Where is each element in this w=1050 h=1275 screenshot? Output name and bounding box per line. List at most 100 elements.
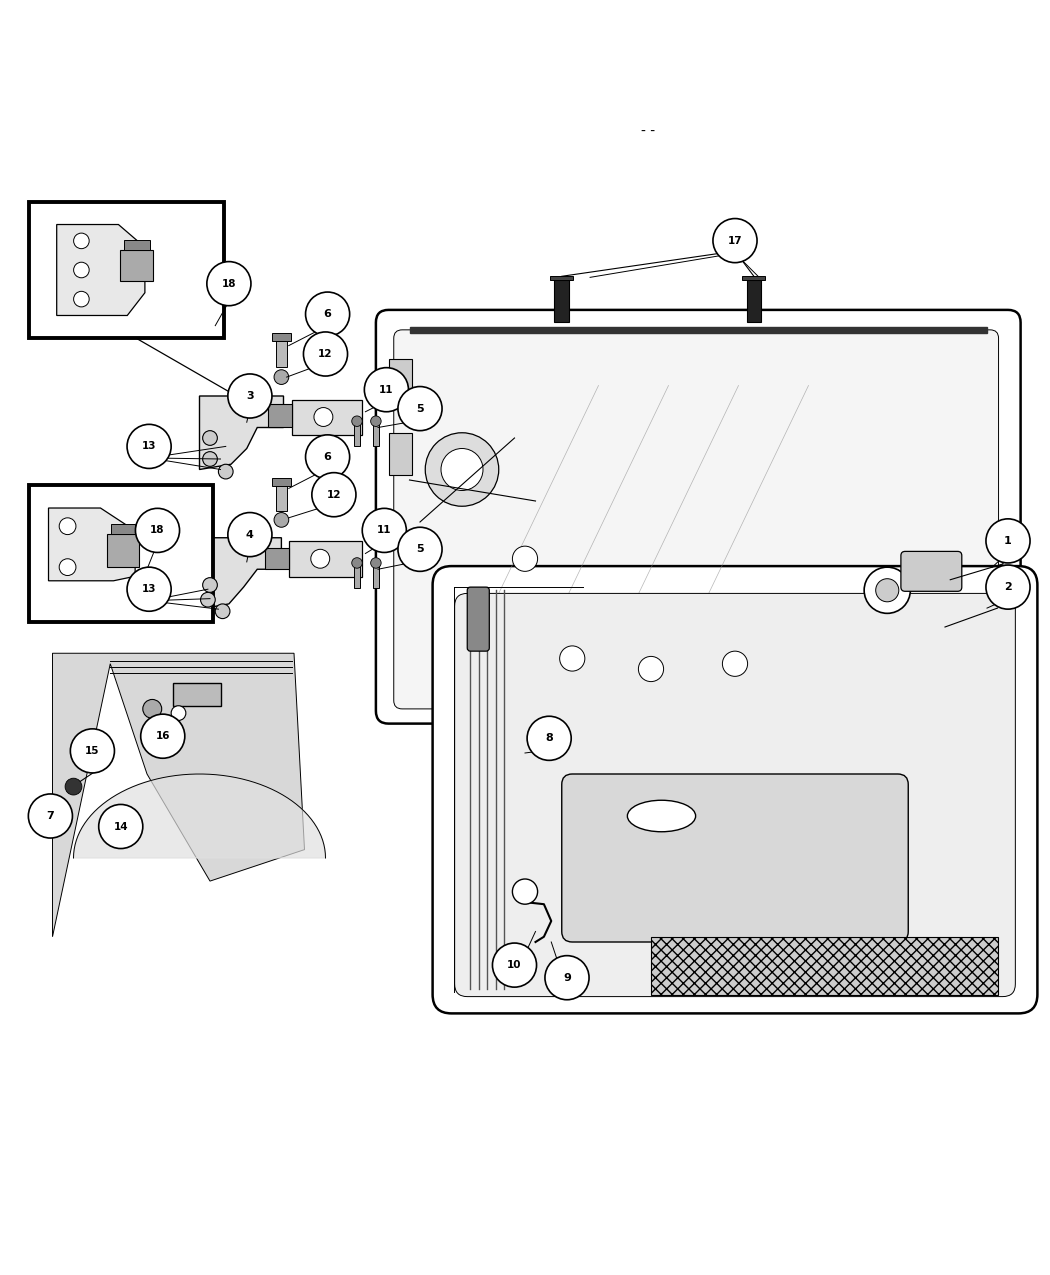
Bar xyxy=(388,432,412,474)
Circle shape xyxy=(722,652,748,676)
Circle shape xyxy=(65,778,82,796)
Circle shape xyxy=(876,579,899,602)
Text: 2: 2 xyxy=(1004,583,1012,592)
Circle shape xyxy=(352,557,362,569)
Text: - -: - - xyxy=(640,125,655,139)
Text: 18: 18 xyxy=(150,525,165,536)
Circle shape xyxy=(512,546,538,571)
Circle shape xyxy=(59,518,76,534)
Circle shape xyxy=(492,944,537,987)
FancyBboxPatch shape xyxy=(376,310,1021,724)
Circle shape xyxy=(143,700,162,718)
Text: 11: 11 xyxy=(379,385,394,395)
Circle shape xyxy=(303,332,348,376)
Polygon shape xyxy=(289,541,362,576)
Text: 7: 7 xyxy=(46,811,55,821)
Text: 12: 12 xyxy=(327,490,341,500)
Circle shape xyxy=(986,519,1030,564)
Circle shape xyxy=(398,386,442,431)
Circle shape xyxy=(441,449,483,491)
Text: 4: 4 xyxy=(246,529,254,539)
Polygon shape xyxy=(272,478,291,486)
Polygon shape xyxy=(742,277,765,280)
FancyBboxPatch shape xyxy=(467,586,489,652)
Bar xyxy=(173,682,220,706)
Polygon shape xyxy=(110,524,135,534)
Polygon shape xyxy=(276,486,287,511)
Circle shape xyxy=(986,565,1030,609)
Text: 3: 3 xyxy=(246,391,254,402)
Polygon shape xyxy=(410,326,987,333)
Circle shape xyxy=(864,567,910,613)
Polygon shape xyxy=(48,507,135,581)
Polygon shape xyxy=(747,280,761,323)
Circle shape xyxy=(362,509,406,552)
Bar xyxy=(388,360,412,402)
Circle shape xyxy=(218,464,233,479)
Polygon shape xyxy=(354,423,360,446)
Circle shape xyxy=(203,578,217,593)
Polygon shape xyxy=(354,565,360,588)
Circle shape xyxy=(306,435,350,479)
Circle shape xyxy=(127,425,171,468)
Text: 13: 13 xyxy=(142,584,156,594)
Circle shape xyxy=(311,550,330,569)
Circle shape xyxy=(638,657,664,682)
Circle shape xyxy=(371,557,381,569)
Circle shape xyxy=(59,558,76,575)
Circle shape xyxy=(171,706,186,720)
Ellipse shape xyxy=(628,801,695,831)
Circle shape xyxy=(99,805,143,849)
Text: 18: 18 xyxy=(222,279,236,288)
Polygon shape xyxy=(373,565,379,588)
Text: 13: 13 xyxy=(142,441,156,451)
Polygon shape xyxy=(554,280,569,323)
Circle shape xyxy=(274,370,289,385)
Circle shape xyxy=(274,513,289,528)
Circle shape xyxy=(512,878,538,904)
Text: 12: 12 xyxy=(318,349,333,360)
Polygon shape xyxy=(120,250,153,280)
Circle shape xyxy=(74,263,89,278)
Circle shape xyxy=(70,729,114,773)
Circle shape xyxy=(74,291,89,307)
Circle shape xyxy=(135,509,180,552)
Polygon shape xyxy=(276,342,287,367)
Circle shape xyxy=(364,367,408,412)
Text: 17: 17 xyxy=(728,236,742,246)
Circle shape xyxy=(228,374,272,418)
Polygon shape xyxy=(272,333,291,342)
Circle shape xyxy=(314,408,333,426)
Circle shape xyxy=(203,451,217,467)
Polygon shape xyxy=(124,240,150,250)
FancyBboxPatch shape xyxy=(562,774,908,942)
Circle shape xyxy=(201,593,215,607)
Polygon shape xyxy=(200,397,284,469)
FancyBboxPatch shape xyxy=(901,551,962,592)
Circle shape xyxy=(425,432,499,506)
Polygon shape xyxy=(292,400,362,435)
Polygon shape xyxy=(373,423,379,446)
FancyBboxPatch shape xyxy=(455,593,1015,997)
Text: 16: 16 xyxy=(155,731,170,741)
FancyBboxPatch shape xyxy=(433,566,1037,1014)
Circle shape xyxy=(207,261,251,306)
Polygon shape xyxy=(74,774,326,858)
Circle shape xyxy=(560,646,585,671)
Circle shape xyxy=(228,513,272,557)
Text: 10: 10 xyxy=(507,960,522,970)
Polygon shape xyxy=(200,538,281,609)
Text: 8: 8 xyxy=(545,733,553,743)
Circle shape xyxy=(127,567,171,611)
Circle shape xyxy=(141,714,185,759)
Text: 9: 9 xyxy=(563,973,571,983)
Circle shape xyxy=(527,717,571,760)
Polygon shape xyxy=(52,653,304,937)
Circle shape xyxy=(312,473,356,516)
Polygon shape xyxy=(107,534,139,567)
Polygon shape xyxy=(651,937,998,994)
Polygon shape xyxy=(57,224,145,315)
Circle shape xyxy=(713,218,757,263)
Polygon shape xyxy=(550,277,573,280)
Circle shape xyxy=(215,604,230,618)
